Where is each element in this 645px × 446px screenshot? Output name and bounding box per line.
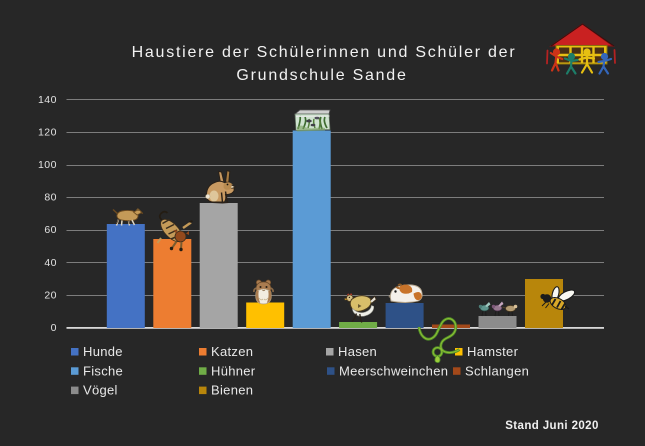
svg-text:Schlangen: Schlangen	[465, 363, 529, 378]
svg-text:Haustiere der Schülerinnen und: Haustiere der Schülerinnen und Schüler d…	[132, 44, 517, 61]
svg-text:Fische: Fische	[83, 363, 123, 378]
svg-text:0: 0	[51, 322, 57, 334]
svg-text:Stand Juni 2020: Stand Juni 2020	[505, 420, 599, 432]
svg-text:120: 120	[38, 126, 57, 138]
svg-text:80: 80	[44, 192, 57, 204]
svg-text:Grundschule Sande: Grundschule Sande	[236, 67, 407, 84]
svg-text:20: 20	[44, 289, 57, 301]
svg-text:Katzen: Katzen	[211, 344, 253, 359]
svg-text:40: 40	[44, 257, 57, 269]
svg-text:Hühner: Hühner	[211, 363, 256, 378]
svg-text:Hasen: Hasen	[338, 344, 377, 359]
svg-text:Vögel: Vögel	[83, 383, 118, 398]
svg-text:60: 60	[44, 224, 57, 236]
svg-text:Hamster: Hamster	[467, 344, 519, 359]
svg-text:Hunde: Hunde	[83, 344, 123, 359]
svg-text:Meerschweinchen: Meerschweinchen	[339, 363, 448, 378]
svg-text:Bienen: Bienen	[211, 383, 253, 398]
svg-text:140: 140	[38, 94, 57, 106]
svg-text:100: 100	[38, 159, 57, 171]
